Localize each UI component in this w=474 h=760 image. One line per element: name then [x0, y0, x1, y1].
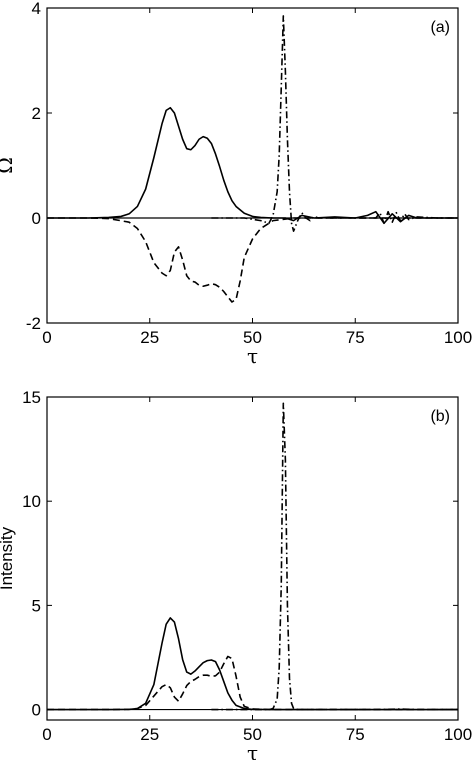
series-dash-dot-line [211, 402, 458, 711]
plot-frame [46, 396, 459, 721]
x-tick-label: 50 [243, 725, 262, 744]
y-tick-label: 5 [32, 596, 41, 615]
y-tick-label: 0 [32, 209, 41, 228]
y-tick-label: 15 [22, 388, 41, 407]
x-tick-label: 100 [444, 328, 472, 347]
plot-frame [46, 7, 459, 324]
y-tick-label: 10 [22, 492, 41, 511]
series-solid-line [47, 106, 458, 225]
x-axis-label: τ [247, 344, 258, 368]
y-tick-label: 0 [32, 701, 41, 720]
series-dashed-line [47, 655, 458, 711]
panel-b-plot: 0 25 50 75 100 0 5 10 15 τ Intensity (b) [0, 388, 472, 760]
series-solid-line [47, 617, 458, 711]
x-tick-label: 75 [346, 725, 365, 744]
y-tick-label: -2 [26, 314, 41, 333]
y-axis-label: Intensity [0, 526, 16, 590]
x-axis-label: τ [247, 741, 258, 760]
series-dash-dot-line [211, 15, 458, 232]
x-tick-label: 75 [346, 328, 365, 347]
x-tick-label: 25 [140, 328, 159, 347]
panel-label: (a) [430, 19, 450, 36]
x-tick-label: 25 [140, 725, 159, 744]
y-tick-label: 2 [32, 104, 41, 123]
x-tick-label: 0 [42, 725, 51, 744]
panel-label: (b) [430, 408, 450, 425]
y-axis-label: Ω [0, 157, 17, 174]
x-tick-label: 100 [444, 725, 472, 744]
x-tick-label: 0 [42, 328, 51, 347]
series-dashed-line [47, 217, 458, 303]
y-tick-label: 4 [32, 0, 41, 18]
x-tick-label: 50 [243, 328, 262, 347]
